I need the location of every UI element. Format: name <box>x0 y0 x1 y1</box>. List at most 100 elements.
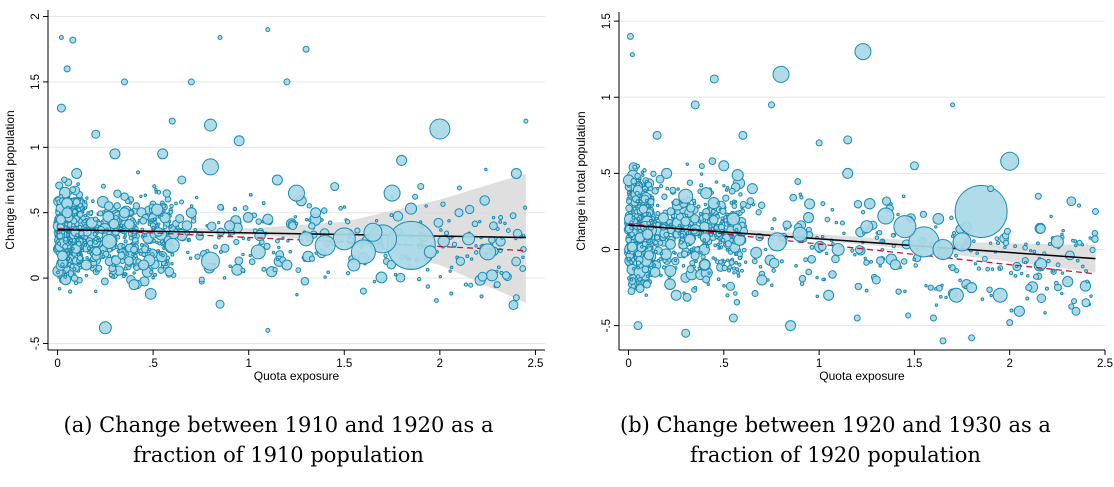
data-point <box>789 193 798 202</box>
weighted-fit-line <box>628 222 1096 275</box>
data-point <box>1043 311 1047 315</box>
data-point <box>648 244 652 248</box>
data-point <box>890 233 896 238</box>
data-point <box>103 201 114 211</box>
data-point <box>168 209 174 215</box>
data-point <box>323 275 327 279</box>
data-point <box>100 277 109 286</box>
data-point <box>682 292 692 302</box>
data-point <box>679 233 685 238</box>
data-point <box>228 264 232 269</box>
data-point <box>443 230 450 236</box>
data-point <box>632 266 636 271</box>
data-point <box>76 255 84 262</box>
data-point <box>1061 228 1065 233</box>
x-tick-label: .5 <box>719 358 729 370</box>
data-point <box>657 212 669 224</box>
data-point <box>521 255 525 260</box>
data-point <box>750 246 763 259</box>
data-point <box>988 241 993 245</box>
data-point <box>682 291 686 295</box>
data-point <box>733 291 738 296</box>
data-point <box>97 210 104 217</box>
data-point <box>65 271 70 276</box>
data-point <box>699 251 703 255</box>
data-point <box>1065 250 1075 261</box>
data-point <box>940 283 944 288</box>
data-point <box>464 204 475 215</box>
data-point <box>1073 243 1078 248</box>
data-point <box>686 265 695 274</box>
data-point <box>709 74 719 84</box>
data-point <box>853 314 861 322</box>
data-point <box>510 167 522 179</box>
data-point <box>58 193 64 199</box>
data-point <box>782 220 792 230</box>
data-point <box>758 264 763 269</box>
data-point <box>1013 305 1025 317</box>
data-point <box>60 262 65 267</box>
data-point <box>288 184 305 202</box>
data-point <box>298 231 314 247</box>
data-point <box>755 209 762 216</box>
data-point <box>716 277 721 282</box>
data-point <box>100 183 106 189</box>
data-point <box>655 211 661 217</box>
data-point <box>889 259 901 271</box>
data-point <box>636 265 641 270</box>
data-point <box>80 259 92 271</box>
data-point <box>395 272 406 283</box>
data-point <box>694 259 698 263</box>
data-point <box>1089 246 1096 254</box>
data-point <box>468 282 474 288</box>
data-point <box>633 213 639 219</box>
panel-a: 0 .5 1 1.5 2 2.5 -.5 0 .5 1 1.5 2 Quota exposure Chan… <box>3 10 545 467</box>
data-point <box>259 239 265 245</box>
data-point <box>725 293 730 298</box>
y-tick-label: 1 <box>30 144 42 150</box>
data-point <box>71 223 76 228</box>
data-point <box>1008 270 1014 276</box>
data-point <box>729 200 734 205</box>
data-point <box>1028 248 1033 253</box>
data-point <box>78 230 85 237</box>
data-point <box>954 184 1008 238</box>
data-point <box>327 220 333 225</box>
data-point <box>746 197 755 206</box>
data-point <box>164 266 175 277</box>
data-point <box>96 239 100 243</box>
data-point <box>498 220 503 224</box>
data-point <box>976 266 982 271</box>
data-point <box>271 174 283 186</box>
data-point <box>661 167 673 179</box>
data-point <box>248 192 253 197</box>
data-point <box>195 231 205 241</box>
data-point <box>720 237 726 243</box>
data-point <box>631 210 635 214</box>
data-point <box>1091 229 1099 237</box>
y-axis-title: Change in total population <box>574 111 588 250</box>
data-point <box>310 207 322 219</box>
data-point <box>139 216 148 225</box>
data-point <box>685 162 690 166</box>
data-point <box>664 278 676 291</box>
data-point <box>469 257 474 261</box>
caption-b: (b) Change between 1920 and 1930 as a fr… <box>557 410 1114 470</box>
data-point <box>929 314 937 322</box>
data-point <box>732 199 736 203</box>
data-point <box>1091 207 1099 215</box>
data-point <box>448 269 452 273</box>
data-point <box>656 186 660 191</box>
data-point <box>1088 236 1092 240</box>
data-point <box>756 274 768 286</box>
data-point <box>308 222 316 230</box>
data-point <box>404 202 418 215</box>
data-point <box>1076 239 1083 246</box>
data-point <box>300 276 310 286</box>
data-point <box>383 253 388 259</box>
data-point <box>433 298 439 303</box>
data-points <box>56 27 529 335</box>
data-point <box>649 266 661 278</box>
data-point <box>471 220 479 228</box>
data-point <box>1068 303 1075 310</box>
